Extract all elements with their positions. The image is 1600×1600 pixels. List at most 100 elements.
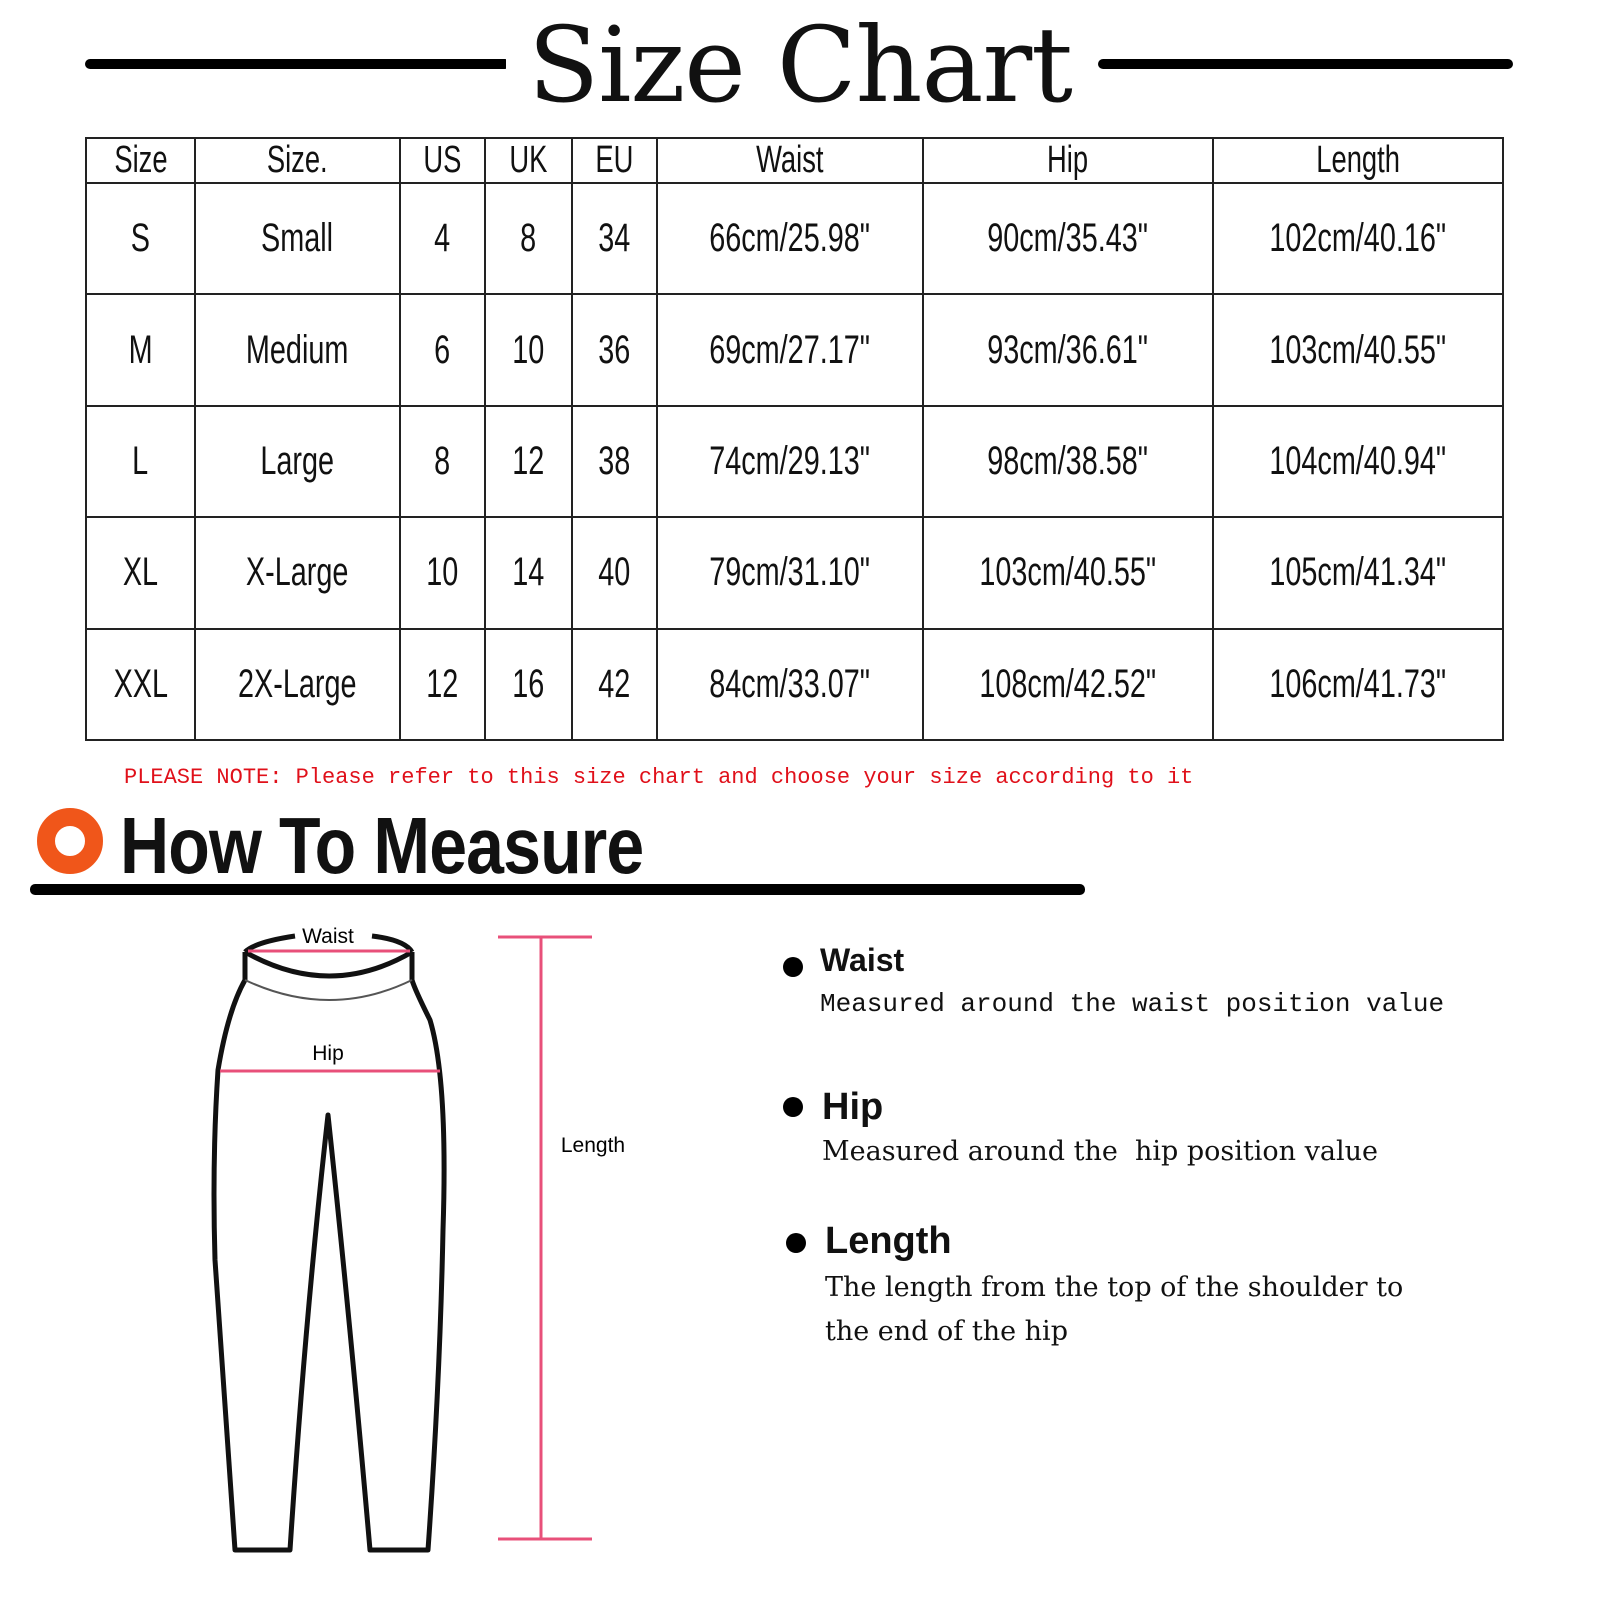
column-header: EU [571, 137, 658, 184]
cell-text: 10 [426, 550, 459, 595]
cell-text: 12 [512, 438, 545, 483]
table-cell: 90cm/35.43" [922, 181, 1214, 296]
cell-text: 38 [598, 438, 631, 483]
table-cell: 34 [571, 181, 658, 296]
table-cell: 16 [484, 627, 573, 742]
header-text: Hip [1047, 139, 1089, 181]
waist-label: Waist [820, 942, 905, 978]
cell-text: XXL [113, 661, 168, 706]
cell-text: 98cm/38.58" [987, 438, 1149, 483]
table-cell: 106cm/41.73" [1212, 627, 1504, 742]
table-cell: 8 [399, 404, 486, 519]
table-cell: 98cm/38.58" [922, 404, 1214, 519]
table-cell: 105cm/41.34" [1212, 516, 1504, 630]
table-row: S Small 4 8 34 66cm/25.98" 90cm/35.43" 102cm/40… [85, 181, 1504, 296]
cell-text: 34 [598, 216, 631, 261]
table-cell: L [85, 404, 196, 519]
cell-text: 42 [598, 661, 631, 706]
cell-text: 104cm/40.94" [1269, 438, 1447, 483]
cell-text: 6 [434, 327, 451, 372]
table-cell: M [85, 293, 196, 407]
header-text: Waist [756, 139, 824, 181]
bullet-icon [783, 1097, 803, 1117]
orange-ring-icon [37, 808, 103, 874]
cell-text: 103cm/40.55" [979, 550, 1157, 595]
size-table: Size Size. US UK EU Waist Hip Length S Small 4 8 34… [85, 137, 1504, 742]
table-cell: XL [85, 516, 196, 630]
column-header: Size [85, 137, 196, 184]
table-cell: 4 [399, 181, 486, 296]
cell-text: 2X-Large [238, 661, 357, 706]
header-text: Size. [267, 139, 328, 181]
diagram-waist-label: Waist [302, 925, 354, 948]
table-cell: 103cm/40.55" [922, 516, 1214, 630]
table-cell: 104cm/40.94" [1212, 404, 1504, 519]
table-cell: 79cm/31.10" [656, 516, 924, 630]
table-cell: 10 [399, 516, 486, 630]
table-row: XL X-Large 10 14 40 79cm/31.10" 103cm/40.55" 10… [85, 516, 1504, 630]
bullet-icon [786, 1233, 806, 1253]
cell-text: 16 [512, 661, 545, 706]
cell-text: M [128, 327, 153, 372]
table-cell: S [85, 181, 196, 296]
table-header-row: Size Size. US UK EU Waist Hip Length [85, 137, 1504, 184]
table-cell: 102cm/40.16" [1212, 181, 1504, 296]
cell-text: Large [260, 438, 335, 483]
table-cell: 14 [484, 516, 573, 630]
hip-desc: Measured around the hip position value [822, 1136, 1378, 1167]
cell-text: 14 [512, 550, 545, 595]
cell-text: S [130, 216, 151, 261]
how-to-rule [30, 884, 1085, 895]
cell-text: 74cm/29.13" [709, 438, 871, 483]
cell-text: 93cm/36.61" [987, 327, 1149, 372]
table-cell: 8 [484, 181, 573, 296]
header-text: Length [1316, 139, 1400, 181]
column-header: Length [1212, 137, 1504, 184]
table-cell: 108cm/42.52" [922, 627, 1214, 742]
table-cell: 6 [399, 293, 486, 407]
cell-text: 108cm/42.52" [979, 661, 1157, 706]
bullet-icon [783, 957, 803, 977]
cell-text: L [132, 438, 149, 483]
hip-label: Hip [822, 1086, 884, 1128]
column-header: Hip [922, 137, 1214, 184]
cell-text: 4 [434, 216, 451, 261]
table-cell: 2X-Large [194, 627, 401, 742]
table-cell: 66cm/25.98" [656, 181, 924, 296]
table-cell: 38 [571, 404, 658, 519]
table-cell: 36 [571, 293, 658, 407]
title-rule-right [1098, 59, 1513, 69]
table-cell: 69cm/27.17" [656, 293, 924, 407]
pants-diagram: Waist Hip Length [211, 925, 625, 1553]
cell-text: 12 [426, 661, 459, 706]
diagram-length-label: Length [561, 1134, 625, 1157]
table-row: L Large 8 12 38 74cm/29.13" 98cm/38.58" 104cm/4… [85, 404, 1504, 519]
table-cell: 40 [571, 516, 658, 630]
cell-text: 84cm/33.07" [709, 661, 871, 706]
cell-text: 10 [512, 327, 545, 372]
how-to-measure-title: How To Measure [120, 801, 644, 890]
table-cell: X-Large [194, 516, 401, 630]
cell-text: XL [122, 550, 159, 595]
waist-desc: Measured around the waist position value [820, 989, 1445, 1019]
column-header: Waist [656, 137, 924, 184]
table-cell: 12 [399, 627, 486, 742]
cell-text: X-Large [246, 550, 349, 595]
header-text: Size [113, 139, 168, 181]
diagram-hip-label: Hip [312, 1042, 344, 1065]
table-cell: 74cm/29.13" [656, 404, 924, 519]
cell-text: 106cm/41.73" [1269, 661, 1447, 706]
cell-text: 103cm/40.55" [1269, 327, 1447, 372]
cell-text: 40 [598, 550, 631, 595]
table-cell: Large [194, 404, 401, 519]
table-row: M Medium 6 10 36 69cm/27.17" 93cm/36.61" 103cm/… [85, 293, 1504, 407]
table-cell: 103cm/40.55" [1212, 293, 1504, 407]
header-text: EU [595, 139, 634, 181]
cell-text: Medium [246, 327, 349, 372]
cell-text: 105cm/41.34" [1269, 550, 1447, 595]
table-cell: 42 [571, 627, 658, 742]
table-cell: 93cm/36.61" [922, 293, 1214, 407]
table-cell: Small [194, 181, 401, 296]
table-cell: 84cm/33.07" [656, 627, 924, 742]
header-text: US [423, 139, 462, 181]
